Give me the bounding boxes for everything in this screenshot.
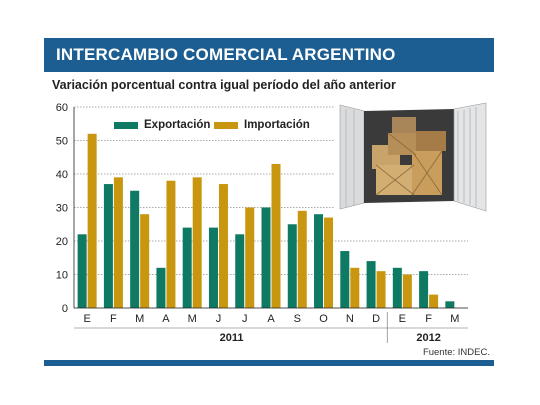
x-tick-label: S [294, 313, 301, 325]
x-tick-label: M [450, 313, 459, 325]
bar-export [340, 251, 350, 308]
page-title: INTERCAMBIO COMERCIAL ARGENTINO [56, 45, 396, 64]
bar-import [113, 177, 123, 308]
legend-swatch-import [214, 121, 238, 129]
header-banner: INTERCAMBIO COMERCIAL ARGENTINO [44, 38, 494, 72]
bar-export [392, 267, 402, 308]
legend-item-import: Importación [214, 119, 310, 131]
x-tick-label: J [242, 313, 248, 325]
bar-import [402, 274, 412, 308]
x-tick-label: N [346, 313, 354, 325]
x-tick-label: M [135, 313, 144, 325]
y-tick-label: 50 [56, 136, 68, 148]
bar-import [87, 133, 97, 308]
bar-import [166, 180, 176, 308]
bar-export [77, 234, 87, 308]
x-tick-label: D [372, 313, 380, 325]
bar-export [419, 271, 429, 308]
bar-export [445, 301, 455, 308]
bar-export [287, 224, 297, 308]
legend-label-import: Importación [244, 119, 310, 131]
year-label: 2012 [416, 332, 440, 344]
year-label: 2011 [220, 332, 244, 344]
y-tick-label: 10 [56, 270, 68, 282]
bar-import [245, 207, 255, 308]
y-tick-label: 0 [62, 303, 68, 315]
bar-export [182, 227, 192, 308]
x-tick-label: E [83, 313, 90, 325]
legend-item-export: Exportación [114, 119, 210, 131]
y-tick-label: 20 [56, 236, 68, 248]
x-tick-label: F [110, 313, 117, 325]
bars [77, 133, 455, 308]
bar-export [130, 190, 140, 308]
bar-export [366, 261, 376, 308]
x-axis: E F M A M J J A S O N D E F M 2011 2012 [74, 312, 468, 344]
x-tick-label: E [399, 313, 406, 325]
x-tick-label: A [162, 313, 170, 325]
bar-export [314, 214, 324, 308]
chart-subtitle: Variación porcentual contra igual períod… [52, 78, 396, 92]
container-photo [334, 101, 490, 213]
bar-import [140, 214, 150, 308]
x-tick-label: O [319, 313, 328, 325]
legend-label-export: Exportación [144, 119, 211, 131]
bar-import [297, 210, 307, 308]
bar-export [235, 234, 245, 308]
x-tick-label: A [267, 313, 275, 325]
bar-import [350, 267, 360, 308]
x-tick-label: J [216, 313, 222, 325]
footer-bar [44, 360, 494, 366]
legend-swatch-export [114, 121, 138, 129]
bar-export [103, 184, 113, 308]
x-tick-label: M [188, 313, 197, 325]
y-axis: 0 10 20 30 40 50 60 [56, 102, 468, 315]
bar-import [218, 184, 228, 308]
bar-import [271, 163, 281, 308]
bar-export [156, 267, 166, 308]
y-tick-label: 30 [56, 203, 68, 215]
bar-export [261, 207, 271, 308]
source-note: Fuente: INDEC. [422, 347, 490, 358]
bar-export [208, 227, 218, 308]
bar-import [324, 217, 334, 308]
bar-import [376, 271, 386, 308]
y-tick-label: 60 [56, 102, 68, 114]
bar-import [192, 177, 202, 308]
y-tick-label: 40 [56, 169, 68, 181]
x-tick-label: F [425, 313, 432, 325]
bar-import [429, 294, 439, 308]
